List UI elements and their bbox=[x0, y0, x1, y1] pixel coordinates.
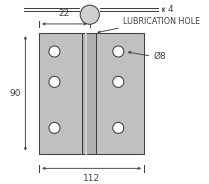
Text: Ø8: Ø8 bbox=[153, 52, 166, 61]
Circle shape bbox=[113, 76, 124, 87]
Circle shape bbox=[113, 46, 124, 57]
Circle shape bbox=[49, 46, 60, 57]
Circle shape bbox=[80, 5, 99, 24]
Bar bbox=[82, 33, 96, 154]
Bar bbox=[96, 33, 144, 154]
Text: 90: 90 bbox=[9, 89, 21, 98]
Text: 112: 112 bbox=[83, 174, 100, 183]
Text: 22: 22 bbox=[59, 9, 70, 18]
Circle shape bbox=[113, 122, 124, 133]
Bar bbox=[39, 33, 86, 154]
Circle shape bbox=[49, 76, 60, 87]
Text: 4: 4 bbox=[168, 5, 174, 14]
Circle shape bbox=[49, 122, 60, 133]
Text: LUBRICATION HOLE: LUBRICATION HOLE bbox=[123, 17, 200, 26]
